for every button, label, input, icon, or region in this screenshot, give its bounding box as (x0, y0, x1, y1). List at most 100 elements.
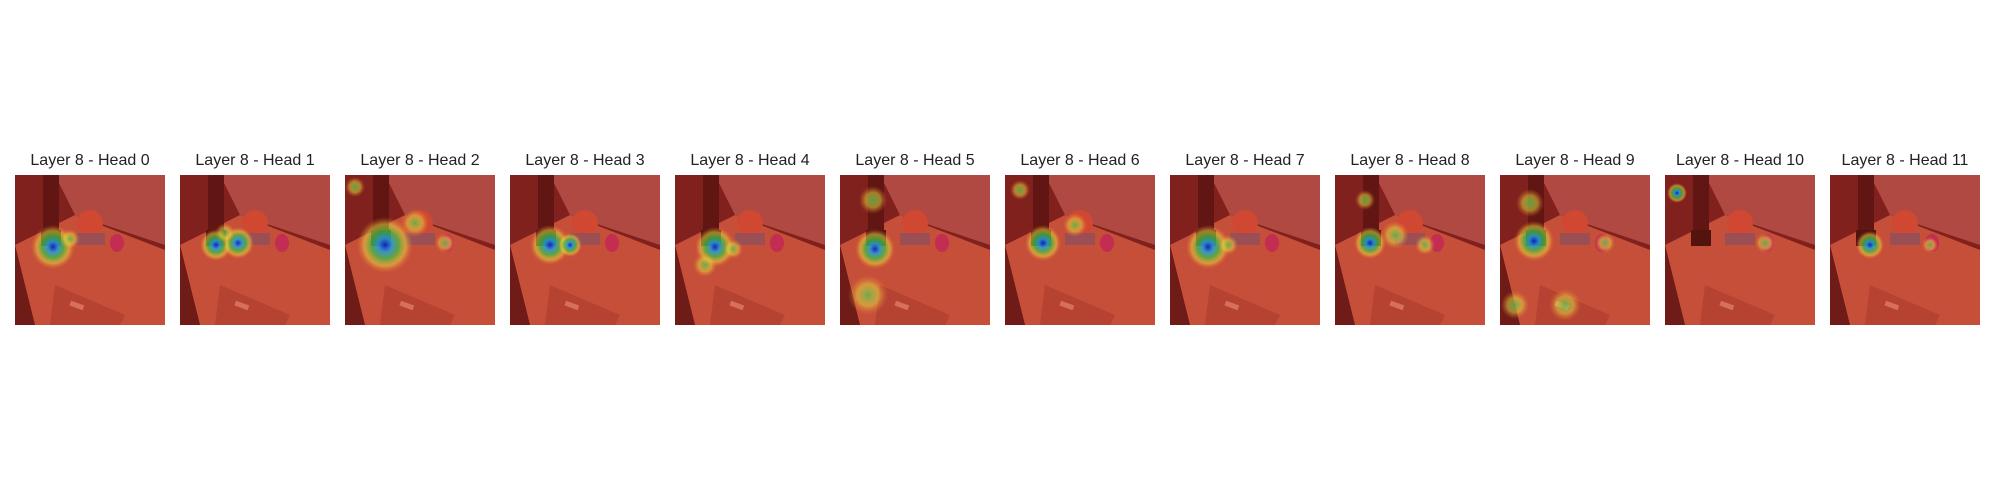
cabinet-door (215, 285, 290, 325)
heat-blob (1549, 289, 1581, 321)
drawer-handle (1389, 300, 1405, 311)
pot (77, 210, 103, 236)
panel-title: Layer 8 - Head 11 (1842, 152, 1969, 169)
pink-object (1100, 234, 1114, 252)
attention-heatmap (15, 175, 165, 325)
cabinet-door (50, 285, 125, 325)
robot-arm (208, 175, 224, 235)
cabinet-door (545, 285, 620, 325)
heat-blob (1025, 225, 1061, 261)
cabinet-front (510, 245, 530, 325)
heat-blob (723, 239, 743, 259)
heat-blob (1218, 235, 1238, 255)
pot (572, 210, 598, 236)
red-tint (1830, 175, 1980, 325)
back-wall (880, 175, 990, 245)
cabinet-door (1040, 285, 1115, 325)
heat-blob (848, 275, 888, 315)
plate (1725, 233, 1755, 245)
drawer-handle (1719, 300, 1735, 311)
attention-heatmap (840, 175, 990, 325)
back-wall (220, 175, 330, 245)
heat-blob (1381, 221, 1409, 249)
drawer-handle (1224, 300, 1240, 311)
back-wall (55, 175, 165, 245)
heat-blob (1514, 221, 1554, 261)
drawer-handle (894, 300, 910, 311)
pink-object (110, 234, 124, 252)
attention-heatmap (345, 175, 495, 325)
robot-arm (538, 175, 554, 235)
attention-heatmap (675, 175, 825, 325)
cabinet-front (1335, 245, 1355, 325)
attention-heatmap (1170, 175, 1320, 325)
attention-heatmap (1665, 175, 1815, 325)
plate (1890, 233, 1920, 245)
heat-blob (1856, 231, 1884, 259)
pot (1892, 210, 1918, 236)
red-tint (1665, 175, 1815, 325)
heat-blob (1063, 213, 1087, 237)
cabinet-door (1700, 285, 1775, 325)
cabinet-door (1865, 285, 1940, 325)
pink-object (935, 234, 949, 252)
pink-object (605, 234, 619, 252)
heat-blob (1501, 291, 1529, 319)
drawer-handle (729, 300, 745, 311)
robot-arm (1858, 175, 1874, 235)
robot-arm (1033, 175, 1049, 235)
robot-arm (43, 175, 59, 235)
plate (735, 233, 765, 245)
panel-title: Layer 8 - Head 5 (855, 152, 974, 169)
cabinet-front (1830, 245, 1850, 325)
pot (242, 210, 268, 236)
pot (1562, 210, 1588, 236)
drawer-handle (1059, 300, 1075, 311)
heat-blob (693, 253, 717, 277)
robot-arm (703, 175, 719, 235)
attention-heatmap (510, 175, 660, 325)
heat-blob (60, 229, 80, 249)
pot (1727, 210, 1753, 236)
heat-blob (1595, 233, 1615, 253)
heat-blob (215, 223, 235, 243)
cabinet-front (675, 245, 695, 325)
drawer-handle (234, 300, 250, 311)
panel-title: Layer 8 - Head 7 (1185, 152, 1304, 169)
cabinet-front (1170, 245, 1190, 325)
drawer-handle (1884, 300, 1900, 311)
heat-blob (1010, 180, 1030, 200)
panel-title: Layer 8 - Head 0 (30, 152, 149, 169)
heat-blob (1667, 183, 1687, 203)
panel-title: Layer 8 - Head 4 (690, 152, 809, 169)
drawer-handle (399, 300, 415, 311)
plate (900, 233, 930, 245)
back-wall (1870, 175, 1980, 245)
cabinet-front (15, 245, 35, 325)
heat-blob (345, 177, 365, 197)
drawer-handle (564, 300, 580, 311)
robot-arm (1198, 175, 1214, 235)
heat-blob (1186, 225, 1230, 269)
back-wall (1540, 175, 1650, 245)
pot (1232, 210, 1258, 236)
cabinet-front (1665, 245, 1685, 325)
pink-object (1265, 234, 1279, 252)
heat-blob (1922, 237, 1938, 253)
cabinet-front (180, 245, 200, 325)
pot (902, 210, 928, 236)
panel-title: Layer 8 - Head 3 (525, 152, 644, 169)
cabinet-front (345, 245, 365, 325)
back-wall (385, 175, 495, 245)
heat-blob (1516, 189, 1544, 217)
attention-heatmap (1830, 175, 1980, 325)
cabinet-door (1205, 285, 1280, 325)
heat-blob (1755, 233, 1775, 253)
back-wall (1045, 175, 1155, 245)
back-wall (1375, 175, 1485, 245)
panel-title: Layer 8 - Head 6 (1020, 152, 1139, 169)
cabinet-door (1370, 285, 1445, 325)
plate (75, 233, 105, 245)
attention-heatmap (1335, 175, 1485, 325)
back-wall (715, 175, 825, 245)
